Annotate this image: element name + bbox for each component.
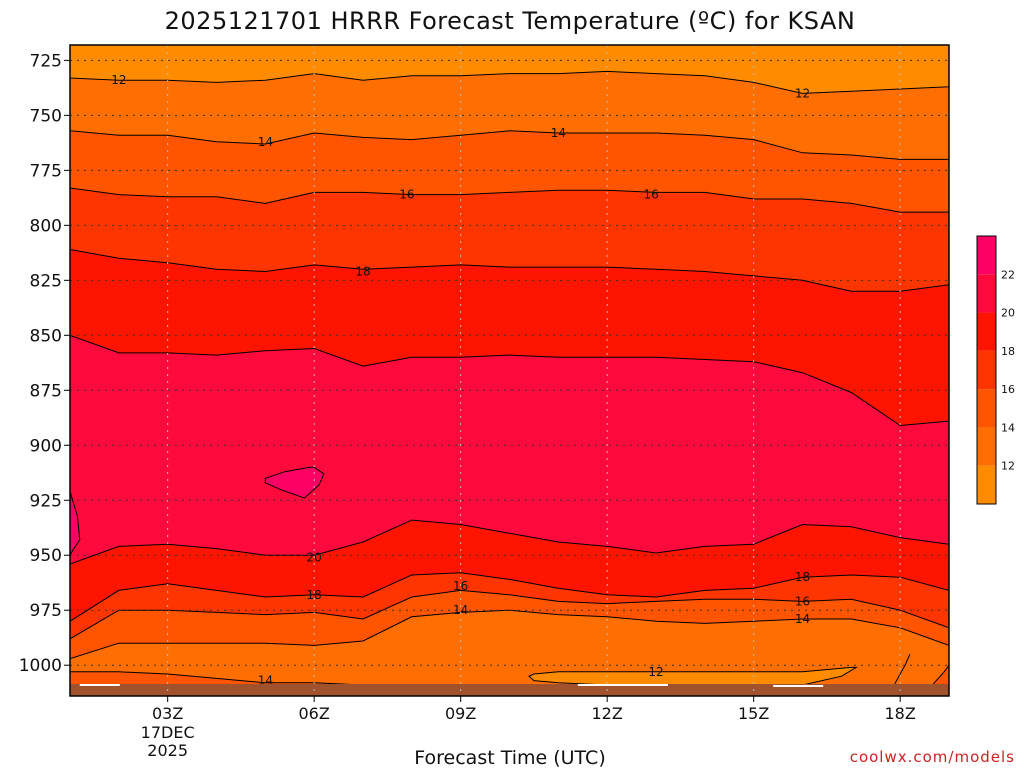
colorbar-tick-label: 14: [1001, 421, 1015, 434]
contour-line-14-1: [70, 130, 949, 160]
colorbar-swatch: [977, 236, 996, 275]
contour-label: 18: [307, 588, 322, 602]
x-tick-sublabel: 2025: [147, 741, 188, 760]
colorbar-frame: [976, 235, 997, 505]
contour-label: 18: [795, 570, 810, 584]
contour-label: 14: [551, 126, 566, 140]
contour-label: 14: [795, 612, 810, 626]
x-tick-label: 12Z: [592, 704, 623, 723]
contour-line-16-2: [70, 187, 949, 213]
fill-lt12-upper: [70, 45, 949, 94]
ground-surface: [70, 684, 949, 696]
contour-line-18-3: [70, 249, 949, 292]
contour-label: 16: [643, 188, 658, 202]
x-tick-sublabel: 17DEC: [141, 723, 195, 742]
colorbar-swatch: [977, 427, 996, 466]
contour-line-12-10: [528, 666, 858, 688]
fill-lt12-surface-pocket: [529, 667, 857, 688]
y-tick-label: 775: [30, 161, 62, 181]
x-tick-label: 09Z: [445, 704, 476, 723]
contour-label: 16: [453, 579, 468, 593]
y-tick-label: 975: [30, 601, 62, 621]
x-tick-label: 06Z: [299, 704, 330, 723]
contour-line-16-8: [70, 589, 949, 640]
x-tick-label: 15Z: [738, 704, 769, 723]
colorbar-swatch: [977, 465, 996, 504]
axes: 725 750 775 800 825 850 875 900 925 950 975 1000 03Z…: [19, 44, 950, 760]
contour-label: 12: [111, 73, 126, 87]
y-tick-label: 825: [30, 271, 62, 291]
colorbar-swatch: [977, 389, 996, 428]
colorbar-tick-label: 20: [1001, 307, 1015, 320]
contour-line-20-6: [70, 519, 949, 565]
fill-22-24-pocket: [265, 467, 324, 499]
ground-marker: [79, 684, 120, 686]
contour-line-20-4: [70, 334, 949, 427]
x-axis-label: Forecast Time (UTC): [414, 747, 605, 768]
contour-label: 12: [795, 86, 810, 100]
ground-marker: [577, 684, 668, 686]
y-tick-label: 850: [30, 326, 62, 346]
contour-label: 16: [795, 594, 810, 608]
colorbar-tick-label: 16: [1001, 383, 1015, 396]
contour-line-22-5: [264, 466, 325, 499]
y-tick-label: 750: [30, 106, 62, 126]
y-tick-label: 800: [30, 216, 62, 236]
x-tick-label: 03Z: [152, 704, 183, 723]
colorbar-swatch: [977, 274, 996, 313]
credit-text: coolwx.com/models: [850, 748, 1015, 766]
contour-label: 16: [399, 188, 414, 202]
y-tick-label: 900: [30, 436, 62, 456]
y-tick-label: 725: [30, 51, 62, 71]
x-tick-label: 18Z: [885, 704, 916, 723]
colorbar-tick-label: 12: [1001, 460, 1015, 473]
y-tick-label: 875: [30, 381, 62, 401]
y-tick-label: 1000: [19, 656, 62, 676]
ground-marker: [773, 685, 824, 687]
fill-22-24-edge-pocket: [70, 491, 80, 556]
colorbar-legend: 12 14 16 18 20 22: [976, 235, 1015, 505]
y-tick-label: 950: [30, 546, 62, 566]
colorbar-tick-label: 18: [1001, 345, 1015, 358]
plot-frame: [69, 44, 950, 697]
contour-line-12-0: [70, 70, 949, 94]
colorbar-swatch: [977, 312, 996, 351]
colorbar-swatch: [977, 350, 996, 390]
contour-line-18-7: [70, 572, 949, 622]
contour-line-14-9: [70, 609, 949, 660]
contour-label: 12: [648, 665, 663, 679]
contour-line-22-edge: [70, 491, 81, 556]
contour-label: 14: [453, 603, 468, 617]
contour-label: 14: [258, 135, 273, 149]
y-tick-label: 925: [30, 491, 62, 511]
contour-label: 18: [355, 265, 370, 279]
chart-title: 2025121701 HRRR Forecast Temperature (ºC…: [165, 7, 856, 35]
colorbar-tick-label: 22: [1001, 268, 1015, 281]
